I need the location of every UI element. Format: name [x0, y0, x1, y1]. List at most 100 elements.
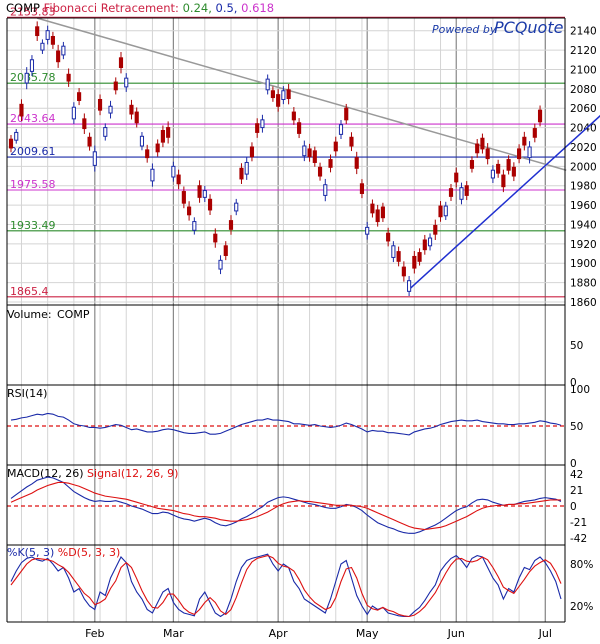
candle-body	[160, 129, 165, 143]
panel-price-background	[7, 18, 565, 305]
candle-body	[239, 167, 244, 180]
price-tick-label: 2080	[570, 84, 597, 96]
fib-level-label: 2153.83	[10, 5, 56, 18]
candle-body	[391, 245, 396, 258]
watermark-brand: PCQuote	[494, 18, 564, 37]
candle-body	[532, 128, 537, 138]
fib-level-label: 2043.64	[10, 112, 56, 125]
candle-body	[249, 146, 255, 158]
candle-body	[103, 127, 108, 137]
macd-series-line	[10, 481, 561, 531]
candle-body	[522, 136, 527, 146]
candle-body	[370, 203, 375, 214]
month-label: Jun	[447, 627, 465, 640]
candle-body	[302, 145, 307, 157]
stochastic-tick-label: 20%	[570, 601, 593, 613]
candle-body	[396, 251, 401, 262]
candle-body	[412, 255, 417, 269]
candle-body	[333, 141, 338, 152]
candle-body	[134, 111, 139, 124]
price-tick-label: 2000	[570, 161, 597, 173]
candle-body	[29, 59, 35, 72]
price-tick-label: 1980	[570, 181, 597, 193]
candle-body	[40, 42, 45, 51]
candle-body	[501, 174, 506, 188]
candle-body	[338, 124, 344, 135]
candle-body	[517, 148, 522, 160]
price-tick-label: 2040	[570, 123, 597, 135]
candle-body	[286, 89, 291, 100]
price-tick-label: 1880	[570, 278, 597, 290]
candle-body	[317, 166, 323, 177]
rsi-tick-label: 50	[570, 421, 583, 433]
macd-tick-label: -21	[570, 517, 587, 529]
fib-title-label: Fibonacci Retracement:	[44, 1, 179, 15]
signal-label: Signal(12, 26, 9)	[87, 467, 178, 480]
price-tick-label: 1900	[570, 258, 597, 270]
fib-level-label: 1865.4	[10, 285, 49, 298]
fib-ratio-label: 0.24,	[179, 1, 212, 15]
price-tick-label: 2100	[570, 64, 597, 76]
candle-body	[475, 143, 480, 154]
macd-tick-label: 0	[570, 501, 577, 513]
candle-body	[401, 266, 406, 277]
candle-body	[255, 123, 260, 133]
fib-level-label: 1975.58	[10, 178, 56, 191]
candle-body	[407, 280, 412, 292]
k-label: %K(5, 3)	[7, 546, 58, 559]
candle-body	[77, 92, 82, 101]
candle-body	[35, 26, 40, 37]
candle-body	[480, 137, 485, 150]
macd-title: MACD(12, 26) Signal(12, 26, 9)	[7, 467, 178, 480]
trendline	[408, 127, 588, 290]
candle-body	[155, 143, 160, 153]
candle-body	[223, 245, 228, 256]
candle-body	[61, 45, 66, 56]
volume-tick-label: 50	[570, 340, 583, 352]
candle-body	[124, 77, 129, 88]
candle-body	[375, 209, 380, 223]
candle-body	[87, 136, 92, 147]
price-tick-label: 1960	[570, 200, 597, 212]
fib-ratio-label: 0.5,	[212, 1, 238, 15]
stochastic-series-line	[10, 555, 562, 618]
candle-body	[291, 111, 296, 121]
month-label: May	[356, 627, 379, 640]
candle-body	[129, 104, 134, 115]
candle-body	[139, 135, 145, 147]
price-tick-label: 1940	[570, 219, 597, 231]
candle-body	[464, 185, 469, 196]
candle-body	[181, 191, 186, 204]
candle-body	[359, 183, 365, 194]
fib-ratio-label: 0.618	[237, 1, 274, 15]
candle-body	[97, 98, 103, 111]
candle-body	[469, 160, 475, 169]
price-tick-label: 2060	[570, 103, 597, 115]
watermark-powered-by: Powered by	[432, 23, 497, 36]
candle-body	[365, 226, 370, 235]
candle-body	[386, 232, 391, 242]
rsi-line	[10, 412, 562, 436]
stochastic-series-line	[10, 553, 562, 618]
candle-body	[354, 157, 359, 169]
candle-body	[8, 138, 14, 149]
candle-body	[297, 122, 302, 134]
rsi-tick-label: 0	[570, 458, 577, 470]
candle-body	[417, 252, 422, 262]
candle-body	[14, 131, 19, 141]
candle-body	[45, 30, 50, 40]
panel-volume-background	[7, 305, 565, 385]
candle-body	[511, 166, 516, 177]
candle-body	[108, 105, 113, 114]
price-tick-label: 1860	[570, 297, 597, 309]
candle-body	[380, 206, 385, 219]
candle-body	[92, 151, 97, 166]
candle-body	[496, 163, 501, 174]
macd-tick-label: 21	[570, 485, 583, 497]
candle-body	[19, 103, 24, 117]
macd-series-line	[10, 476, 562, 534]
ticker-label: COMP	[6, 1, 44, 15]
candle-body	[207, 198, 213, 211]
